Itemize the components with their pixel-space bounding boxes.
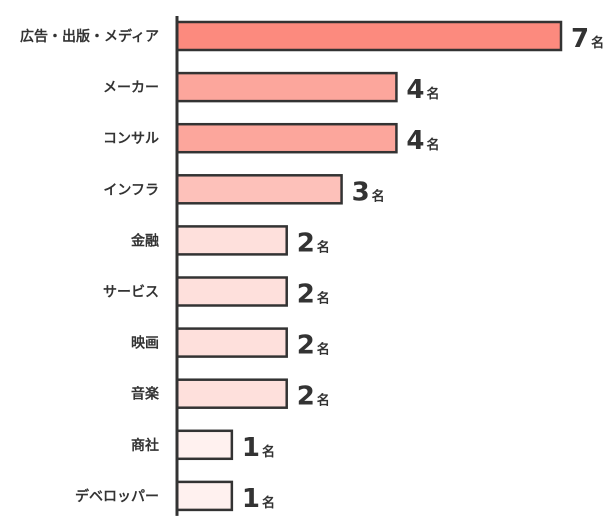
value-unit-5: 名: [317, 291, 330, 307]
value-number-8: 1: [242, 433, 260, 463]
value-number-5: 2: [297, 280, 315, 310]
category-label-4: 金融: [130, 232, 159, 249]
bar-9: [175, 480, 234, 512]
category-label-5: サービス: [103, 285, 159, 301]
category-label-9: デベロッパー: [75, 488, 159, 505]
category-label-7: 音楽: [131, 386, 160, 403]
value-unit-1: 名: [427, 86, 440, 102]
value-unit-3: 名: [372, 188, 385, 204]
bar-5: [175, 276, 288, 307]
bar-8: [175, 429, 234, 461]
bar-2: [175, 122, 398, 154]
value-unit-7: 名: [317, 393, 330, 409]
bar-6: [175, 327, 288, 358]
category-label-3: インフラ: [103, 182, 159, 198]
category-label-0: 広告・出版・メディア: [20, 28, 159, 45]
category-label-2: コンサル: [103, 131, 159, 147]
value-number-4: 2: [297, 228, 315, 258]
value-unit-2: 名: [427, 137, 440, 153]
value-unit-9: 名: [262, 495, 275, 511]
value-number-9: 1: [242, 484, 260, 514]
bar-0: [175, 20, 563, 52]
value-number-1: 4: [406, 75, 424, 105]
value-number-7: 2: [297, 382, 315, 412]
value-number-0: 7: [571, 24, 589, 54]
category-label-8: 商社: [131, 437, 159, 454]
category-label-6: 映画: [131, 336, 159, 352]
value-number-6: 2: [297, 331, 315, 361]
value-labels-group: 7 名4 名4 名3 名2 名2 名2 名2 名1 名1 名: [242, 24, 604, 514]
bar-3: [175, 174, 343, 205]
value-unit-8: 名: [262, 444, 275, 460]
value-number-2: 4: [406, 126, 424, 156]
category-label-1: メーカー: [103, 80, 159, 96]
bar-1: [175, 71, 398, 103]
bars-group: [175, 20, 563, 512]
value-unit-0: 名: [591, 35, 604, 51]
value-number-3: 3: [352, 177, 370, 207]
bar-4: [175, 225, 288, 256]
value-unit-6: 名: [317, 342, 330, 358]
value-unit-4: 名: [317, 239, 330, 255]
bar-7: [175, 378, 288, 409]
